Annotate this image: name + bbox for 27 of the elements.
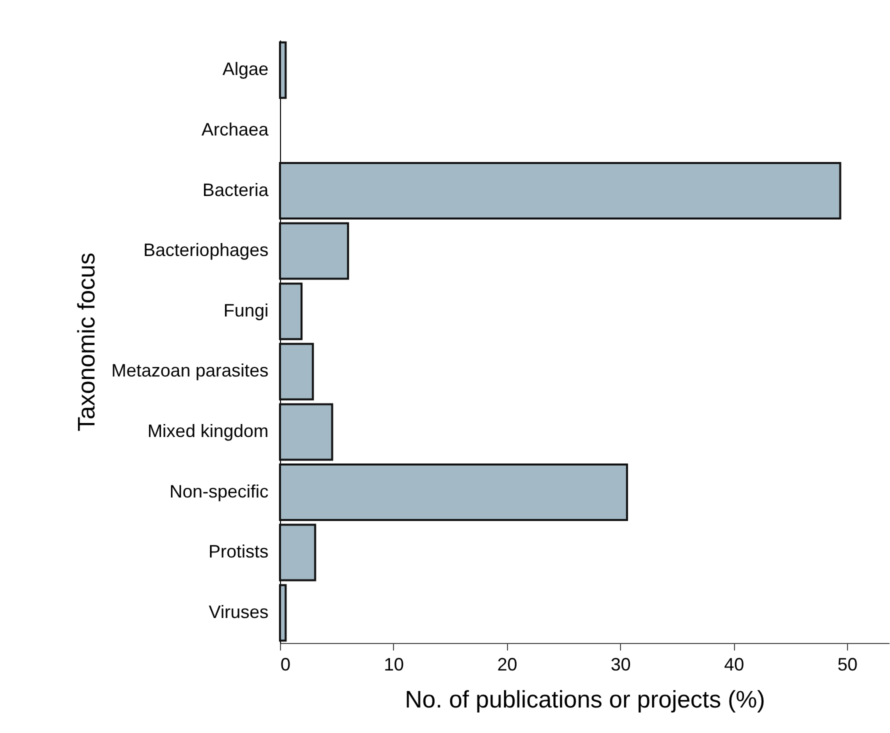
- y-tick-label: Bacteria: [202, 180, 270, 200]
- y-tick-label: Viruses: [208, 602, 268, 622]
- x-tick-label: 10: [384, 654, 404, 674]
- bar: [279, 222, 350, 280]
- x-axis-title: No. of publications or projects (%): [404, 686, 766, 714]
- x-tick-label: 20: [497, 654, 518, 674]
- x-tick-label: 0: [280, 654, 291, 674]
- bar: [279, 41, 287, 99]
- bar: [279, 162, 842, 220]
- y-tick-label: Fungi: [223, 300, 268, 320]
- y-axis-title: Taxonomic focus: [73, 252, 100, 432]
- x-tick-label: 50: [838, 654, 858, 674]
- x-tick-label: 40: [724, 654, 744, 674]
- y-tick-label: Non-specific: [169, 481, 268, 502]
- bar: [279, 282, 303, 340]
- y-tick-label: Mixed kingdom: [147, 420, 268, 441]
- y-tick-label: Algae: [222, 59, 268, 80]
- x-tick-label: 30: [610, 654, 631, 674]
- y-tick-label: Bacteriophages: [143, 240, 268, 260]
- y-tick-label: Metazoan parasites: [111, 360, 268, 381]
- bar: [279, 584, 287, 642]
- bar: [279, 524, 316, 582]
- bar: [279, 464, 628, 521]
- y-tick-label: Protists: [208, 542, 268, 562]
- y-tick-label: Archaea: [201, 119, 270, 140]
- bar: [279, 403, 334, 461]
- bar: [279, 342, 314, 400]
